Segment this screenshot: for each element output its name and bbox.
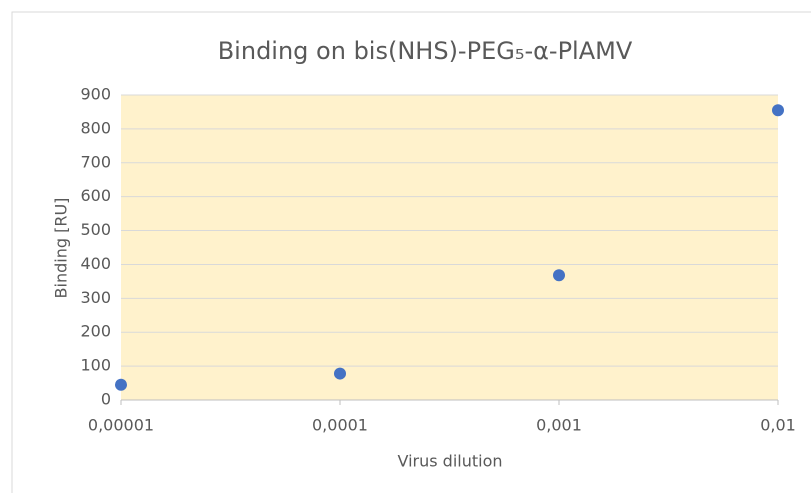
y-tick-label: 700: [80, 152, 111, 171]
point: [553, 269, 565, 282]
x-tick-label: 0,00001: [88, 416, 154, 435]
point: [115, 378, 127, 391]
x-tick-label: 0,01: [760, 416, 796, 435]
x-tick-label: 0,001: [536, 416, 582, 435]
chart-title: Binding on bis(NHS)-PEG₅-α-PlAMV: [218, 37, 633, 65]
x-axis-label: Virus dilution: [397, 452, 502, 471]
y-tick-label: 0: [101, 390, 111, 409]
plot-area: [121, 95, 778, 400]
y-tick-label: 900: [80, 85, 111, 104]
y-tick-label: 500: [80, 220, 111, 239]
point: [772, 104, 784, 117]
y-tick-label: 400: [80, 254, 111, 273]
x-tick-label: 0,0001: [312, 416, 368, 435]
y-tick-label: 600: [80, 186, 111, 205]
y-tick-label: 200: [80, 322, 111, 341]
point: [334, 367, 346, 380]
y-tick-label: 300: [80, 288, 111, 307]
y-tick-label: 100: [80, 356, 111, 375]
y-axis-label: Binding [RU]: [52, 198, 71, 299]
y-tick-label: 800: [80, 118, 111, 137]
